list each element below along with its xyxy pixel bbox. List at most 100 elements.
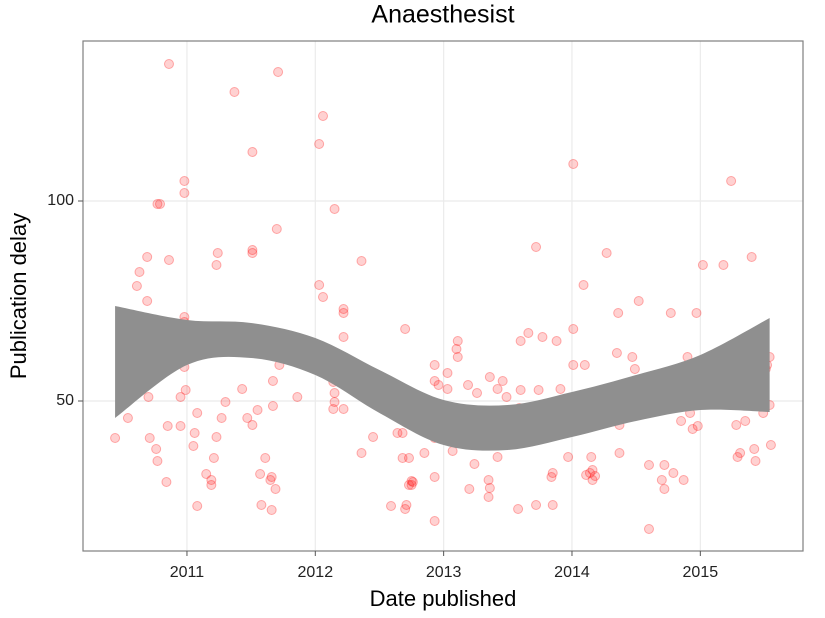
point	[329, 397, 340, 407]
point	[492, 452, 503, 462]
point	[247, 147, 258, 157]
point	[659, 484, 670, 494]
point	[329, 388, 340, 398]
x-axis-title: Date published	[370, 586, 517, 611]
point	[590, 471, 601, 481]
point	[403, 480, 414, 490]
y-axis-title: Publication delay	[6, 213, 31, 379]
point	[318, 292, 328, 302]
x-tick-label: 2015	[683, 564, 719, 581]
point	[271, 224, 282, 234]
x-tick-label: 2012	[298, 564, 334, 581]
point	[386, 501, 397, 511]
point	[484, 372, 495, 382]
point	[314, 280, 325, 290]
point	[356, 256, 367, 266]
point	[179, 188, 190, 198]
point	[429, 360, 440, 370]
point	[267, 401, 278, 411]
chart-title: Anaesthesist	[371, 1, 514, 29]
point	[122, 413, 133, 423]
point	[452, 352, 463, 362]
point	[581, 470, 592, 480]
point	[266, 505, 277, 515]
point	[726, 176, 737, 186]
point	[419, 448, 430, 458]
point	[175, 392, 186, 402]
point	[242, 413, 253, 423]
point	[429, 472, 440, 482]
point	[151, 444, 162, 454]
point	[627, 352, 638, 362]
point	[629, 364, 640, 374]
point	[247, 420, 258, 430]
point	[463, 380, 474, 390]
point	[433, 380, 444, 390]
point	[749, 444, 760, 454]
point	[551, 336, 562, 346]
point	[497, 376, 508, 386]
point	[697, 260, 708, 270]
point	[531, 500, 542, 510]
point	[180, 385, 191, 395]
point	[247, 248, 258, 258]
point	[568, 159, 579, 169]
point	[142, 252, 153, 262]
point	[584, 468, 595, 478]
point	[501, 392, 512, 402]
point	[131, 281, 142, 291]
point	[563, 452, 574, 462]
point	[252, 405, 263, 415]
y-tick-label: 50	[56, 392, 74, 409]
point	[212, 248, 223, 258]
point	[192, 501, 203, 511]
point	[267, 376, 278, 386]
point	[547, 468, 558, 478]
point	[587, 465, 598, 475]
point	[206, 475, 217, 485]
point	[483, 492, 494, 502]
x-tick-label: 2013	[426, 564, 462, 581]
point	[740, 416, 751, 426]
point	[144, 433, 155, 443]
y-tick-label: 100	[47, 192, 74, 209]
point	[256, 500, 267, 510]
point	[229, 87, 240, 97]
point	[547, 500, 558, 510]
point	[568, 324, 579, 334]
point	[451, 344, 462, 354]
point	[579, 360, 590, 370]
x-tick-label: 2014	[554, 564, 590, 581]
point	[643, 460, 654, 470]
point	[692, 421, 703, 431]
point	[201, 469, 212, 479]
point	[397, 453, 408, 463]
point	[270, 484, 281, 494]
point	[188, 441, 199, 451]
point	[587, 475, 598, 485]
point	[400, 504, 411, 514]
point	[162, 421, 173, 431]
plot-border	[82, 40, 804, 552]
point	[492, 384, 503, 394]
plot-background	[83, 41, 803, 551]
point	[155, 199, 166, 209]
point	[163, 59, 174, 69]
point	[765, 440, 776, 450]
point	[523, 328, 534, 338]
point	[429, 516, 440, 526]
point	[515, 336, 526, 346]
point	[483, 475, 494, 485]
point	[537, 332, 548, 342]
point	[732, 452, 743, 462]
point	[338, 404, 349, 414]
point	[134, 267, 145, 277]
point	[643, 524, 654, 534]
point	[161, 477, 172, 487]
point	[513, 504, 524, 514]
point	[687, 424, 698, 434]
point	[175, 421, 186, 431]
point	[691, 308, 702, 318]
point	[406, 476, 417, 486]
point	[328, 404, 339, 414]
